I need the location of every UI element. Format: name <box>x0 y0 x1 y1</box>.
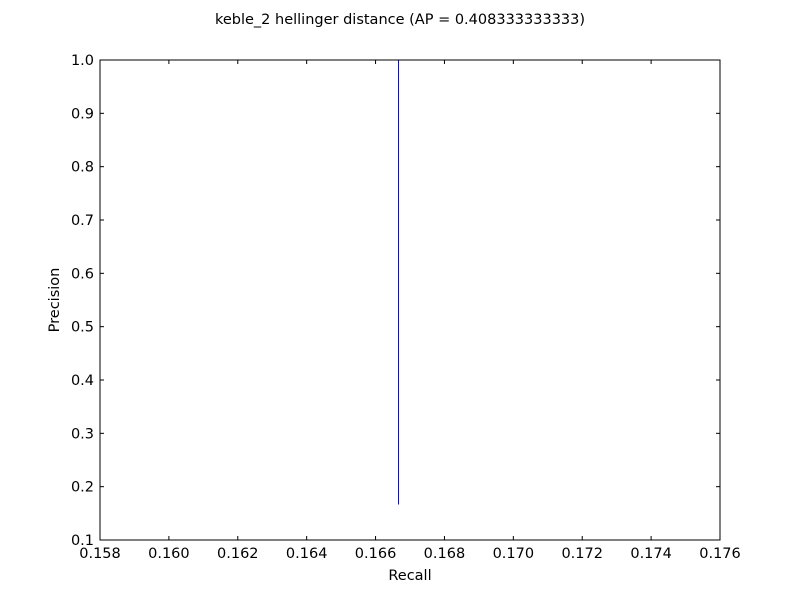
x-axis-ticks: 0.158 0.160 0.162 0.164 0.166 0.168 0.170 0.172… <box>79 60 741 562</box>
chart-title: keble_2 hellinger distance (AP = 0.40833… <box>215 12 585 28</box>
x-tick-label: 0.158 <box>79 546 121 562</box>
x-tick-label: 0.174 <box>630 546 672 562</box>
plot-background <box>100 60 720 540</box>
y-tick-label: 0.2 <box>71 480 94 496</box>
y-tick-label: 0.3 <box>71 426 94 442</box>
y-tick-label: 0.4 <box>71 373 94 389</box>
y-tick-label: 0.9 <box>71 106 94 122</box>
y-axis-label: Precision <box>47 268 63 333</box>
y-tick-label: 1.0 <box>71 53 94 69</box>
x-tick-label: 0.166 <box>355 546 397 562</box>
plot-frame <box>99 59 721 541</box>
x-tick-label: 0.164 <box>286 546 328 562</box>
x-tick-label: 0.170 <box>493 546 535 562</box>
x-axis-label: Recall <box>388 568 431 584</box>
y-tick-label: 0.6 <box>71 266 94 282</box>
x-tick-label: 0.172 <box>561 546 603 562</box>
y-tick-label: 0.1 <box>71 533 94 549</box>
plot-area: 0.158 0.160 0.162 0.164 0.166 0.168 0.170 0.172… <box>71 53 741 562</box>
y-tick-label: 0.5 <box>71 320 94 336</box>
y-axis-ticks: 0.1 0.2 0.3 0.4 0.5 0.6 0.7 0.8 0.9 1.0 <box>71 53 720 549</box>
y-tick-label: 0.7 <box>71 213 94 229</box>
x-tick-label: 0.160 <box>148 546 190 562</box>
x-tick-label: 0.168 <box>424 546 466 562</box>
y-tick-label: 0.8 <box>71 160 94 176</box>
x-tick-label: 0.176 <box>699 546 741 562</box>
x-tick-label: 0.162 <box>217 546 259 562</box>
